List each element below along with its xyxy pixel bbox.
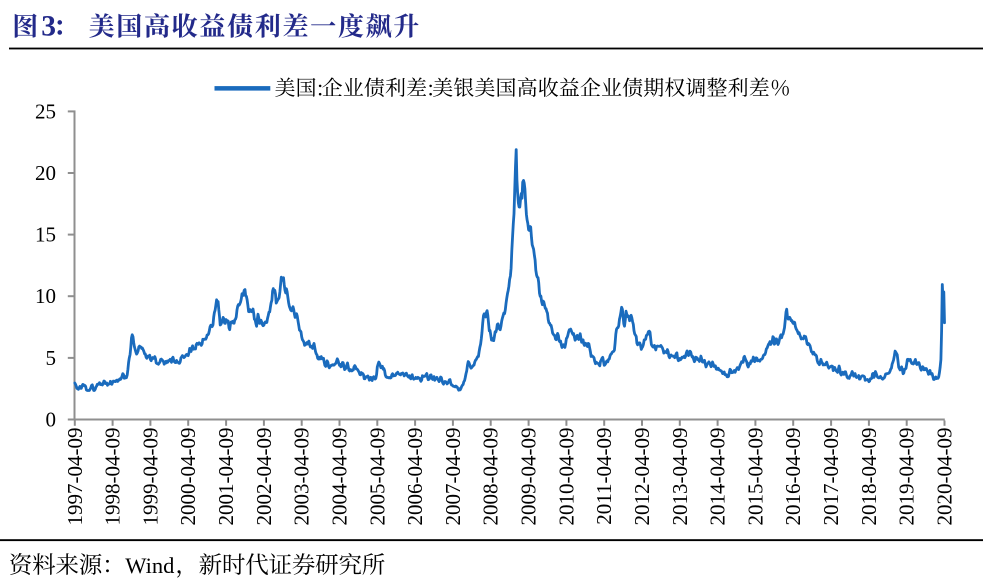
svg-text:1997-04-09: 1997-04-09 (63, 428, 87, 526)
svg-text:2004-04-09: 2004-04-09 (328, 428, 352, 526)
svg-text:2000-04-09: 2000-04-09 (176, 428, 200, 526)
svg-text:3: 3 (41, 10, 56, 42)
svg-text:2018-04-09: 2018-04-09 (857, 428, 881, 526)
svg-text:2001-04-09: 2001-04-09 (214, 428, 238, 526)
svg-text:15: 15 (35, 223, 56, 247)
svg-text:2008-04-09: 2008-04-09 (479, 428, 503, 526)
svg-text:2002-04-09: 2002-04-09 (252, 428, 276, 526)
svg-text:2005-04-09: 2005-04-09 (365, 428, 389, 526)
svg-text:2010-04-09: 2010-04-09 (554, 428, 578, 526)
svg-text:2019-04-09: 2019-04-09 (895, 428, 919, 526)
svg-text:2017-04-09: 2017-04-09 (819, 428, 843, 526)
svg-text:2016-04-09: 2016-04-09 (781, 428, 805, 526)
svg-text:20: 20 (35, 161, 56, 185)
svg-text:10: 10 (35, 284, 56, 308)
svg-text:2014-04-09: 2014-04-09 (706, 428, 730, 526)
svg-text:1998-04-09: 1998-04-09 (101, 428, 125, 526)
svg-text:2003-04-09: 2003-04-09 (290, 428, 314, 526)
svg-text:2011-04-09: 2011-04-09 (592, 428, 616, 525)
svg-text:1999-04-09: 1999-04-09 (138, 428, 162, 526)
svg-text:2013-04-09: 2013-04-09 (668, 428, 692, 526)
svg-text:Wind: Wind (125, 553, 174, 578)
svg-text:5: 5 (46, 346, 57, 370)
svg-text:2012-04-09: 2012-04-09 (630, 428, 654, 526)
svg-text:2007-04-09: 2007-04-09 (441, 428, 465, 526)
svg-text:2009-04-09: 2009-04-09 (517, 428, 541, 526)
svg-text:0: 0 (46, 408, 57, 432)
svg-text:25: 25 (35, 99, 56, 123)
svg-text:2015-04-09: 2015-04-09 (743, 428, 767, 526)
svg-text:2020-04-09: 2020-04-09 (933, 428, 957, 526)
svg-text:2006-04-09: 2006-04-09 (403, 428, 427, 526)
